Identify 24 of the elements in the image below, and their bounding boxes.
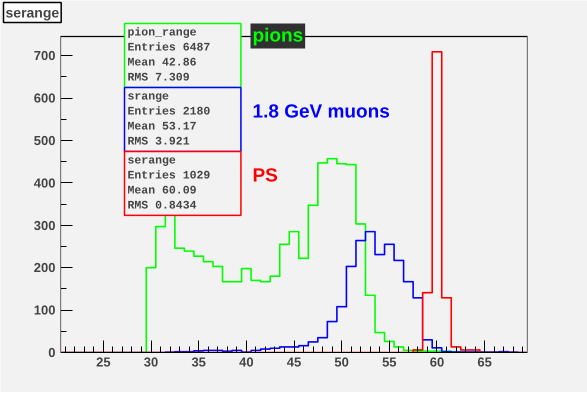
x-tick-label: 35	[191, 354, 206, 370]
annotation: pion_range Entries 6487 Mean 42.86 RMS 7.309	[128, 26, 210, 84]
chart-title: serange	[6, 4, 60, 20]
y-tick-label: 100	[34, 302, 56, 318]
x-tick-label: 65	[477, 354, 492, 370]
x-tick-label: 60	[430, 354, 444, 370]
x-tick-label: 55	[382, 354, 397, 370]
x-tick-label: 45	[286, 354, 302, 370]
y-tick-label: 200	[34, 260, 56, 276]
text: 1.8 GeV muons	[252, 102, 390, 122]
y-tick-label: 300	[34, 218, 56, 233]
y-tick-label: 500	[34, 132, 56, 148]
annotation: srange Entries 2180 Mean 53.17 RMS 3.921	[128, 90, 210, 148]
x-tick-label: 30	[144, 354, 158, 370]
y-tick-label: 0	[48, 345, 56, 360]
text: pions	[252, 26, 304, 46]
x-tick-label: 50	[334, 354, 349, 370]
y-tick-label: 400	[34, 175, 56, 190]
text: PS	[252, 166, 278, 186]
x-tick-label: 25	[96, 354, 111, 370]
y-tick-label: 700	[34, 48, 56, 64]
annotation: serange Entries 1029 Mean 60.09 RMS 0.8434	[128, 154, 210, 212]
y-tick-label: 600	[34, 90, 56, 106]
x-tick-label: 40	[239, 354, 254, 370]
